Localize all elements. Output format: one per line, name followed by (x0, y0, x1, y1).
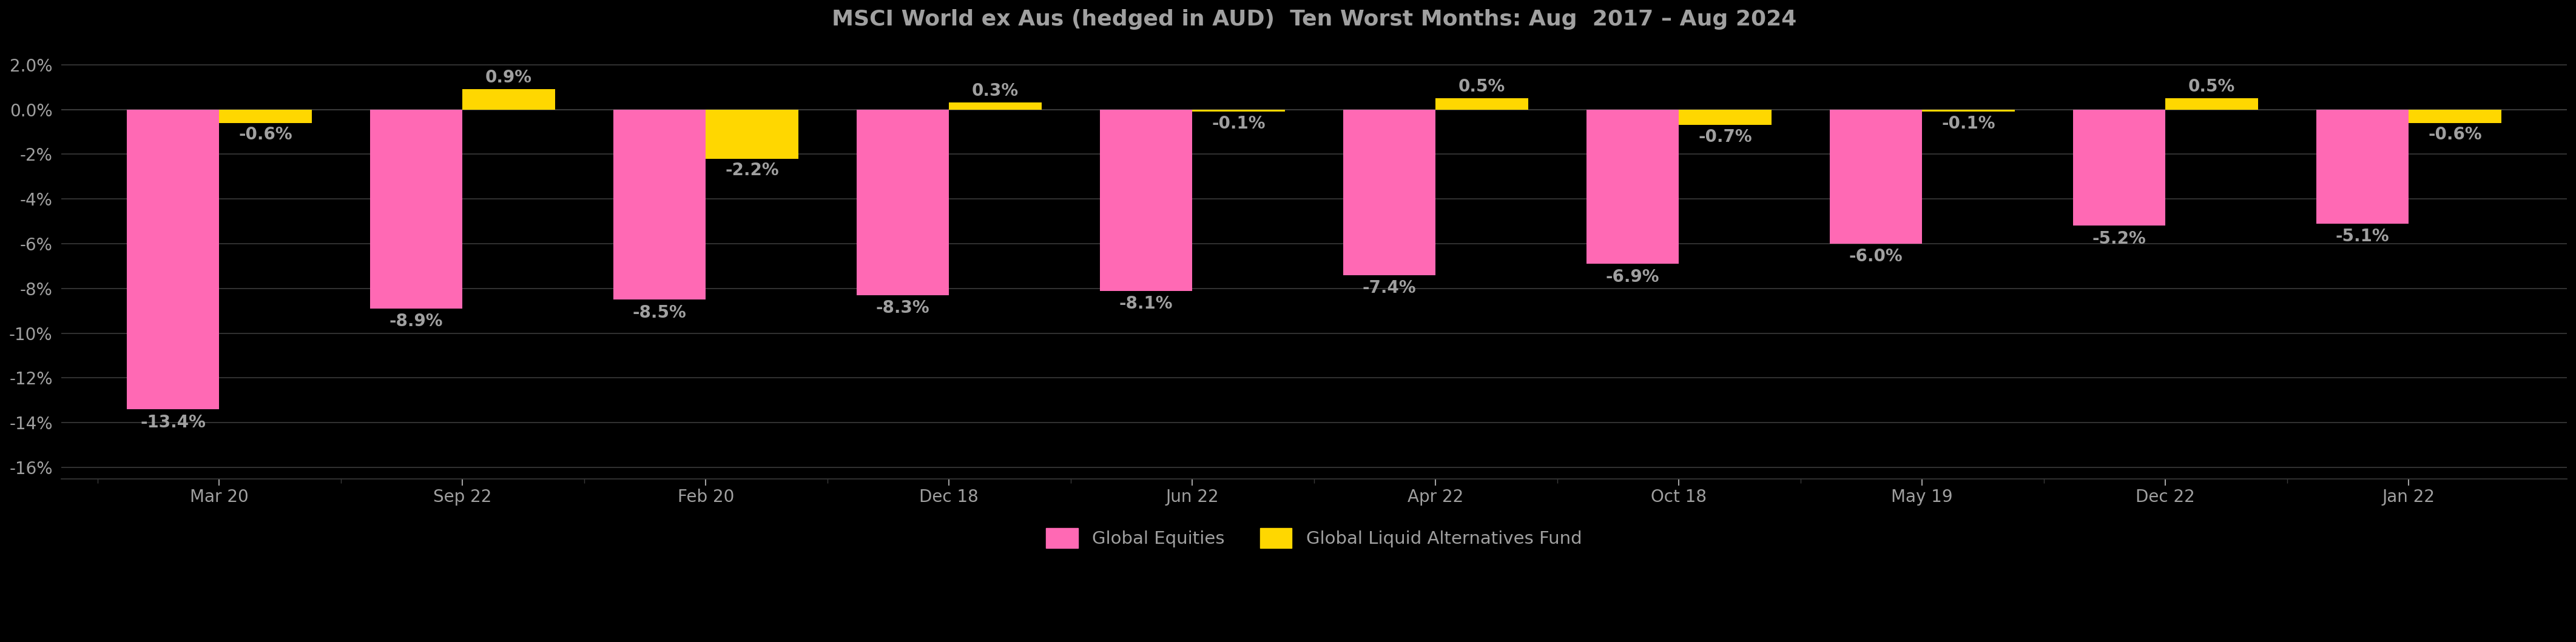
Text: -6.9%: -6.9% (1605, 268, 1659, 285)
Bar (1435, 98, 1528, 109)
Bar (2316, 109, 2409, 223)
Bar (219, 109, 312, 123)
Bar (1587, 109, 1680, 264)
Text: -0.6%: -0.6% (240, 126, 291, 143)
Text: 0.9%: 0.9% (484, 69, 533, 86)
Text: -0.1%: -0.1% (1211, 115, 1265, 132)
Text: -0.6%: -0.6% (2429, 126, 2481, 143)
Bar (613, 109, 706, 300)
Bar (126, 109, 219, 410)
Title: MSCI World ex Aus (hedged in AUD)  Ten Worst Months: Aug  2017 – Aug 2024: MSCI World ex Aus (hedged in AUD) Ten Wo… (832, 9, 1795, 30)
Text: -13.4%: -13.4% (139, 414, 206, 431)
Bar (371, 109, 464, 309)
Bar (1922, 109, 2014, 112)
Bar (2409, 109, 2501, 123)
Text: 0.5%: 0.5% (1458, 78, 1504, 95)
Bar (1100, 109, 1193, 291)
Text: -8.1%: -8.1% (1118, 295, 1172, 312)
Bar (706, 109, 799, 159)
Text: -0.1%: -0.1% (1942, 115, 1996, 132)
Text: -8.5%: -8.5% (634, 304, 685, 321)
Bar (464, 89, 554, 109)
Text: -5.2%: -5.2% (2092, 230, 2146, 247)
Text: -6.0%: -6.0% (1850, 248, 1904, 265)
Bar (1193, 109, 1285, 112)
Text: -0.7%: -0.7% (1698, 128, 1752, 146)
Text: -8.3%: -8.3% (876, 300, 930, 317)
Text: -8.9%: -8.9% (389, 313, 443, 330)
Bar (858, 109, 948, 295)
Text: -7.4%: -7.4% (1363, 279, 1417, 297)
Bar (2166, 98, 2259, 109)
Bar (1342, 109, 1435, 275)
Text: -5.1%: -5.1% (2336, 228, 2391, 245)
Legend: Global Equities, Global Liquid Alternatives Fund: Global Equities, Global Liquid Alternati… (1038, 519, 1589, 557)
Bar (1829, 109, 1922, 244)
Text: 0.3%: 0.3% (971, 82, 1018, 100)
Text: 0.5%: 0.5% (2187, 78, 2236, 95)
Bar (2074, 109, 2166, 226)
Bar (948, 103, 1041, 109)
Bar (1680, 109, 1772, 125)
Text: -2.2%: -2.2% (724, 162, 778, 179)
